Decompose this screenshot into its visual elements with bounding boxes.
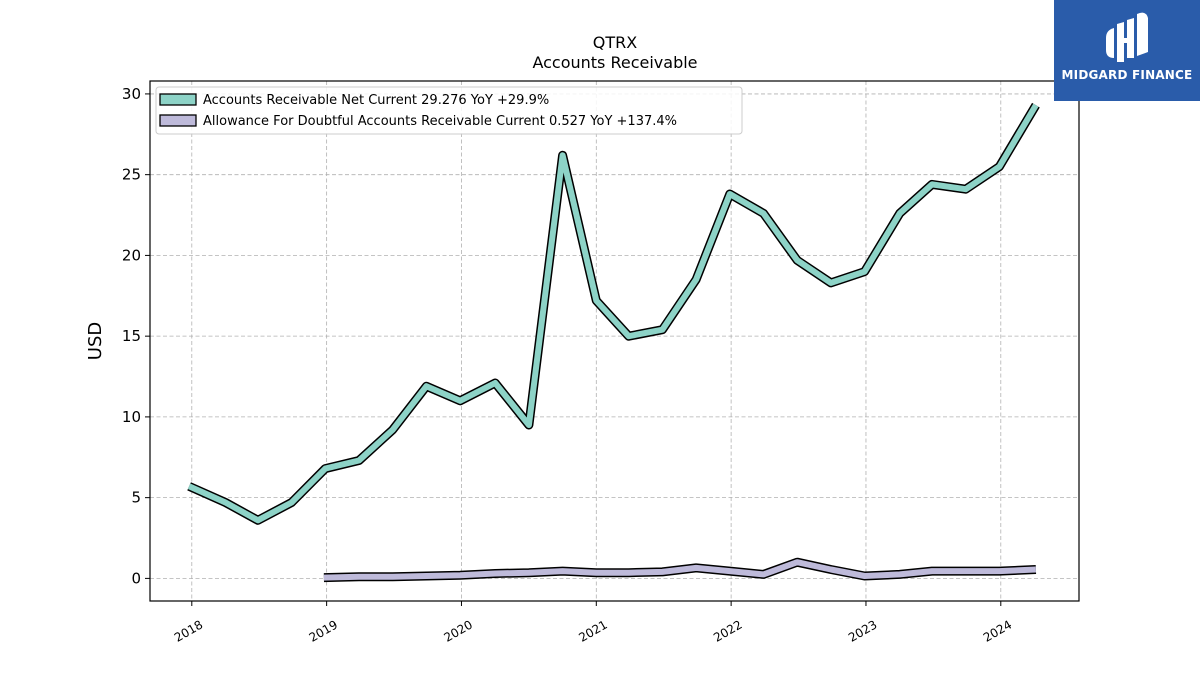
midgard-logo-icon: [1106, 12, 1148, 62]
legend: Accounts Receivable Net Current 29.276 Y…: [155, 86, 743, 135]
y-tick-label: 15: [122, 327, 141, 345]
chart-title: QTRX: [593, 33, 637, 52]
y-tick-label: 25: [122, 166, 141, 184]
brand-logo-text: MIDGARD FINANCE: [1061, 68, 1193, 82]
legend-box: [155, 86, 743, 135]
legend-swatch-allowance: [159, 114, 197, 127]
grid: [150, 81, 1079, 601]
series-layer: [187, 102, 1040, 583]
series-line-receivable: [187, 103, 1039, 524]
series-line-allowance: [323, 559, 1037, 581]
y-tick-label: 20: [122, 246, 141, 264]
chart-subtitle: Accounts Receivable: [532, 53, 697, 72]
y-tick-label: 5: [131, 489, 141, 507]
legend-label-allowance: Allowance For Doubtful Accounts Receivab…: [203, 114, 677, 129]
brand-logo: MIDGARD FINANCE: [1054, 0, 1200, 101]
y-tick-label: 30: [122, 85, 141, 103]
legend-swatch-receivable: [159, 93, 197, 106]
y-axis-label: USD: [85, 322, 106, 360]
y-tick-label: 10: [122, 408, 141, 426]
legend-label-receivable: Accounts Receivable Net Current 29.276 Y…: [203, 93, 549, 108]
plot-frame: [149, 80, 1080, 602]
y-tick-label: 0: [131, 569, 141, 587]
y-axis: 0 5 10 15 20 25 30: [122, 85, 150, 587]
